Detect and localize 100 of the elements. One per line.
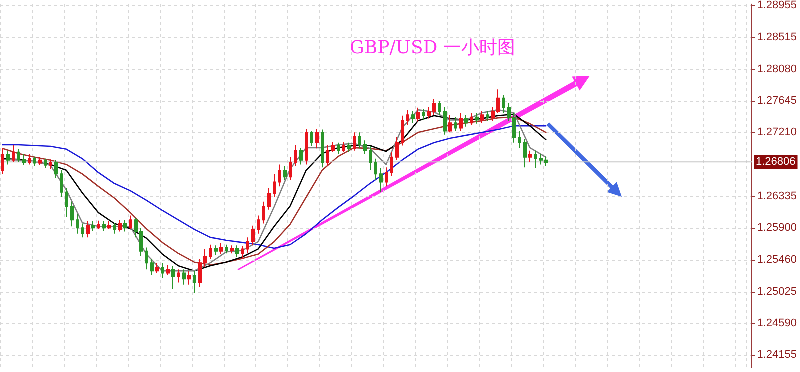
candlestick — [171, 265, 175, 290]
candlestick — [1, 147, 4, 175]
candlestick — [289, 156, 292, 181]
candlestick — [406, 110, 409, 126]
y-tick-label: 1.25900 — [757, 222, 798, 234]
candlestick — [502, 94, 505, 114]
candlestick — [385, 167, 388, 188]
candlestick — [225, 244, 228, 254]
ref-line-label: 1.26806 — [756, 156, 796, 168]
candlestick — [448, 114, 452, 134]
y-tick-label: 1.28515 — [757, 32, 798, 44]
candlestick — [209, 244, 212, 260]
candlestick — [182, 269, 186, 286]
candlestick — [54, 160, 58, 180]
candlestick — [411, 111, 415, 124]
line-series — [2, 125, 547, 250]
candlestick — [187, 270, 191, 286]
candlestick — [166, 264, 170, 276]
candlestick — [374, 158, 377, 181]
candlestick — [76, 214, 79, 234]
candlestick — [283, 166, 287, 181]
candlestick — [363, 140, 367, 156]
candlestick — [177, 269, 180, 284]
candlestick — [49, 159, 52, 170]
candlestick — [129, 215, 132, 230]
candlestick — [22, 154, 26, 166]
candlestick — [6, 150, 10, 166]
candlestick — [454, 116, 457, 132]
candlestick — [459, 112, 463, 132]
candlestick — [214, 245, 218, 256]
candlestick — [145, 247, 148, 270]
candlestick — [310, 130, 313, 147]
candlestick — [107, 221, 111, 230]
candlestick — [91, 221, 95, 232]
candlestick — [294, 144, 297, 167]
y-tick-label: 1.25025 — [757, 286, 798, 298]
y-tick-label: 1.26335 — [757, 190, 798, 202]
candlestick — [102, 221, 106, 232]
candlestick — [528, 150, 532, 164]
candlestick — [219, 242, 223, 255]
y-tick-label: 1.27210 — [757, 126, 798, 139]
candlestick — [347, 142, 351, 153]
candlestick — [28, 154, 31, 166]
candlestick — [65, 188, 68, 218]
candlestick — [438, 100, 441, 116]
candlestick — [315, 128, 319, 150]
candlestick — [358, 132, 361, 150]
candlestick — [518, 130, 521, 148]
candlestick — [241, 246, 244, 260]
candlestick — [475, 112, 479, 124]
candlestick — [246, 237, 249, 254]
candlestick — [257, 215, 260, 234]
candlestick — [44, 158, 47, 169]
candlestick — [395, 136, 399, 161]
candlestick — [390, 152, 393, 177]
candlestick — [321, 129, 324, 168]
y-tick-label: 1.27645 — [757, 94, 798, 107]
candlestick — [230, 245, 234, 254]
candlestick — [33, 156, 36, 167]
candlestick — [81, 223, 84, 238]
candlestick — [262, 201, 265, 224]
candlestick — [193, 270, 196, 294]
candlestick — [464, 114, 468, 128]
candlestick — [70, 201, 74, 228]
candlestick — [331, 142, 335, 153]
candlestick — [337, 142, 340, 156]
candlestick — [235, 245, 239, 258]
candlestick — [470, 112, 473, 126]
candlestick — [299, 147, 303, 166]
candlestick — [155, 262, 159, 274]
candlestick — [353, 132, 356, 152]
text: GBP/USD 一小时图 — [350, 38, 516, 58]
candlestick — [97, 220, 100, 230]
candlestick — [534, 150, 537, 169]
candlestick — [60, 170, 63, 198]
candlestick — [273, 174, 276, 198]
y-tick-label: 1.25460 — [757, 254, 798, 266]
candlestick — [326, 144, 329, 167]
candlestick — [150, 258, 154, 276]
candlestick — [369, 146, 372, 172]
y-tick-label: 1.24590 — [757, 318, 798, 330]
y-tick-label: 1.28955 — [757, 0, 798, 12]
candlestick — [251, 225, 255, 246]
y-tick-label: 1.28080 — [757, 63, 798, 76]
candlestick — [86, 221, 90, 238]
candlestick — [123, 220, 127, 232]
candlestick — [118, 220, 122, 232]
candlestick — [422, 108, 425, 121]
candlestick — [305, 128, 308, 166]
candlestick — [401, 115, 404, 146]
candlestick — [379, 168, 383, 193]
y-tick-label: 1.24155 — [757, 349, 798, 362]
candlestick — [278, 164, 281, 188]
candlestick — [113, 222, 116, 234]
candlestick — [480, 111, 484, 124]
candlestick — [342, 142, 345, 153]
candlestick — [12, 144, 15, 164]
candlestick — [17, 148, 20, 164]
candlestick — [161, 262, 164, 279]
candlestick — [443, 106, 447, 136]
